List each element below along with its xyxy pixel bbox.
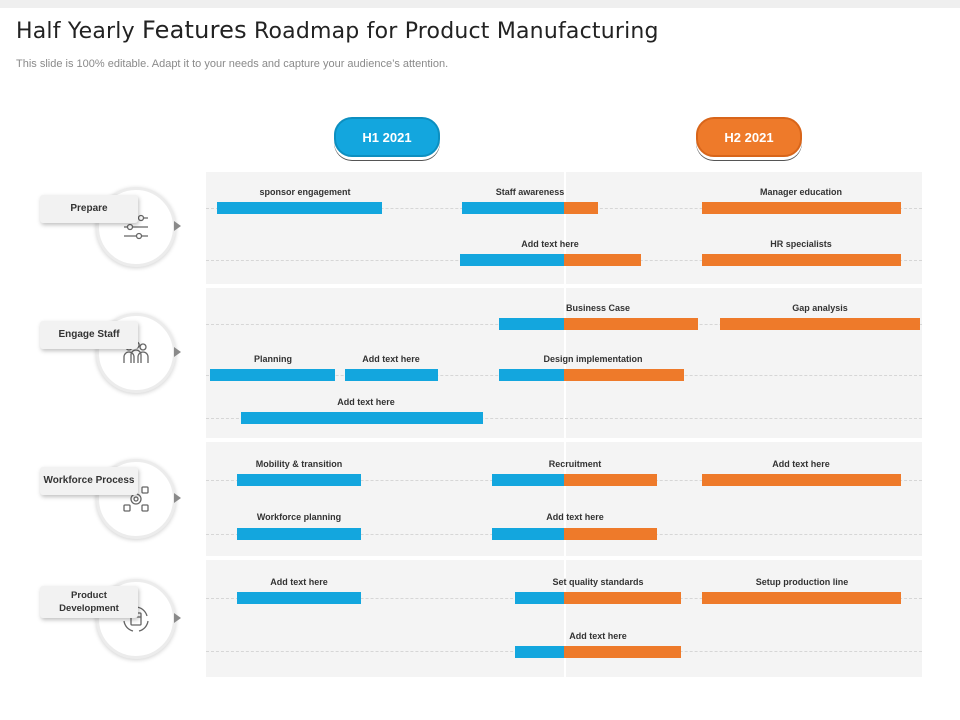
task-label: HR specialists	[770, 239, 832, 249]
task-label: Planning	[254, 354, 292, 364]
task-bar-h1	[515, 646, 564, 658]
task-label: Add text here	[337, 397, 395, 407]
arrow-right-icon	[174, 493, 181, 503]
task-bar-h2	[564, 318, 698, 330]
task-label: Staff awareness	[495, 187, 565, 197]
arrow-right-icon	[174, 221, 181, 231]
period-h1-pill: H1 2021	[334, 117, 440, 157]
task-bar-h1	[241, 412, 483, 424]
task-label: Recruitment	[548, 459, 602, 469]
task-label: Add text here	[270, 577, 328, 587]
title-part-2: Features	[141, 16, 247, 44]
task-label: sponsor engagement	[259, 187, 351, 197]
task-label: Gap analysis	[792, 303, 848, 313]
task-bar-h1	[217, 202, 382, 214]
task-label: Set quality standards	[552, 577, 644, 587]
task-label: Mobility & transition	[255, 459, 343, 469]
task-bar-h1	[210, 369, 335, 381]
page-title: Half Yearly Features Roadmap for Product…	[16, 16, 659, 44]
task-bar-h2	[564, 202, 598, 214]
task-bar-h1	[460, 254, 564, 266]
task-bar-h2	[564, 592, 681, 604]
task-bar-h1	[492, 528, 564, 540]
task-bar-h2	[564, 254, 641, 266]
arrow-right-icon	[174, 613, 181, 623]
title-part-3: Roadmap for Product Manufacturing	[246, 19, 659, 44]
task-label: Manager education	[759, 187, 843, 197]
task-label: Add text here	[521, 239, 579, 249]
task-bar-h1	[345, 369, 438, 381]
category-label-product-development: Product Development	[40, 586, 138, 618]
task-label: Workforce planning	[256, 512, 342, 522]
top-strip	[0, 0, 960, 8]
task-bar-h1	[237, 592, 361, 604]
task-bar-h1	[515, 592, 564, 604]
half-year-divider	[564, 172, 566, 677]
task-bar-h1	[462, 202, 564, 214]
task-bar-h1	[499, 318, 564, 330]
title-part-1: Half Yearly	[16, 19, 142, 44]
task-label: Add text here	[569, 631, 627, 641]
task-label: Add text here	[546, 512, 604, 522]
task-bar-h1	[492, 474, 564, 486]
task-bar-h2	[702, 254, 901, 266]
period-h2-pill: H2 2021	[696, 117, 802, 157]
category-label-workforce-process: Workforce Process	[40, 467, 138, 495]
guide-line	[206, 418, 922, 419]
task-label: Setup production line	[755, 577, 849, 587]
task-label: Business Case	[565, 303, 631, 313]
task-bar-h1	[237, 528, 361, 540]
task-label: Add text here	[362, 354, 420, 364]
page-subtitle: This slide is 100% editable. Adapt it to…	[16, 58, 449, 70]
category-label-prepare: Prepare	[40, 195, 138, 223]
task-bar-h2	[564, 474, 657, 486]
task-label: Add text here	[772, 459, 830, 469]
task-bar-h2	[564, 528, 657, 540]
arrow-right-icon	[174, 347, 181, 357]
task-bar-h1	[237, 474, 361, 486]
task-bar-h2	[702, 592, 901, 604]
task-bar-h2	[564, 369, 684, 381]
task-bar-h2	[702, 202, 901, 214]
task-bar-h2	[564, 646, 681, 658]
task-bar-h2	[702, 474, 901, 486]
category-label-engage-staff: Engage Staff	[40, 321, 138, 349]
task-bar-h2	[720, 318, 920, 330]
task-label: Design implementation	[543, 354, 643, 364]
task-bar-h1	[499, 369, 564, 381]
